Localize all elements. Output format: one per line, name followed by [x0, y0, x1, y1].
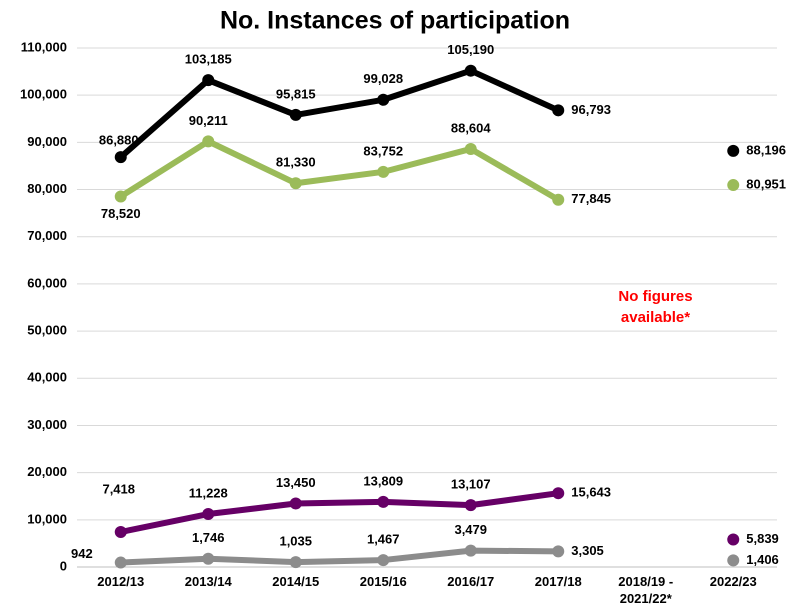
- chart-title: No. Instances of participation: [220, 7, 570, 35]
- data-label: 90,211: [189, 113, 228, 128]
- data-label: 105,190: [447, 42, 494, 57]
- point-marker: [289, 556, 302, 569]
- y-tick-label: 80,000: [27, 181, 67, 196]
- x-tick-label: 2012/13: [97, 574, 145, 589]
- data-label: 1,467: [367, 532, 400, 547]
- data-label: 942: [71, 546, 93, 561]
- y-tick-label: 20,000: [27, 464, 67, 479]
- point-marker: [464, 499, 477, 512]
- point-marker: [552, 193, 565, 206]
- x-tick-label: 2016/17: [447, 574, 495, 589]
- data-label: 11,228: [189, 485, 228, 500]
- x-tick-label: 2017/18: [534, 574, 582, 589]
- y-tick-label: 30,000: [27, 417, 67, 432]
- point-marker: [377, 495, 390, 508]
- data-label: 81,330: [276, 155, 316, 170]
- point-marker: [202, 135, 215, 148]
- point-marker: [464, 64, 477, 77]
- x-tick-label: 2015/16: [359, 574, 407, 589]
- x-tick-label: 2018/19 - 2021/22*: [618, 574, 674, 606]
- data-label: 86,880: [99, 133, 139, 148]
- data-label: 88,604: [451, 120, 492, 135]
- data-label: 88,196: [746, 142, 786, 157]
- annotation: No figures available*: [618, 288, 693, 326]
- point-marker: [464, 142, 477, 155]
- point-marker: [114, 556, 127, 569]
- data-label: 13,809: [363, 473, 403, 488]
- data-label: 15,643: [571, 485, 611, 500]
- data-label: 7,418: [102, 481, 135, 496]
- data-label: 103,185: [185, 52, 232, 67]
- point-marker: [464, 544, 477, 557]
- point-marker: [377, 93, 390, 106]
- data-label: 95,815: [276, 86, 316, 101]
- x-tick-label: 2013/14: [184, 574, 232, 589]
- y-tick-label: 40,000: [27, 370, 67, 385]
- point-marker: [289, 108, 302, 121]
- point-marker: [727, 554, 740, 567]
- data-label: 1,406: [746, 552, 779, 567]
- point-marker: [289, 177, 302, 190]
- point-marker: [552, 545, 565, 558]
- data-label: 78,520: [101, 206, 141, 221]
- data-label: 83,752: [363, 143, 403, 158]
- point-marker: [727, 533, 740, 546]
- y-tick-label: 70,000: [27, 228, 67, 243]
- data-label: 1,035: [279, 534, 312, 549]
- point-marker: [552, 104, 565, 117]
- point-marker: [202, 508, 215, 521]
- data-label: 1,746: [192, 530, 225, 545]
- point-marker: [377, 554, 390, 567]
- y-tick-label: 90,000: [27, 134, 67, 149]
- data-label: 3,305: [571, 543, 604, 558]
- point-marker: [289, 497, 302, 510]
- data-label: 13,450: [276, 475, 316, 490]
- data-label: 77,845: [571, 191, 611, 206]
- point-marker: [377, 165, 390, 178]
- point-marker: [727, 179, 740, 192]
- point-marker: [202, 552, 215, 565]
- y-tick-label: 100,000: [20, 87, 67, 102]
- y-tick-label: 60,000: [27, 275, 67, 290]
- point-marker: [114, 190, 127, 203]
- y-tick-label: 50,000: [27, 323, 67, 338]
- point-marker: [114, 151, 127, 164]
- data-label: 99,028: [363, 71, 403, 86]
- data-label: 3,479: [454, 522, 487, 537]
- point-marker: [552, 487, 565, 500]
- y-tick-label: 0: [60, 558, 67, 573]
- data-label: 13,107: [451, 477, 491, 492]
- data-label: 96,793: [571, 102, 611, 117]
- x-tick-label: 2014/15: [272, 574, 320, 589]
- data-label: 5,839: [746, 531, 779, 546]
- point-marker: [727, 144, 740, 157]
- point-marker: [202, 74, 215, 87]
- series-line: [121, 141, 734, 199]
- point-marker: [114, 526, 127, 539]
- y-tick-label: 10,000: [27, 511, 67, 526]
- y-tick-label: 110,000: [21, 39, 67, 54]
- data-label: 80,951: [746, 176, 786, 191]
- x-tick-label: 2022/23: [709, 574, 757, 589]
